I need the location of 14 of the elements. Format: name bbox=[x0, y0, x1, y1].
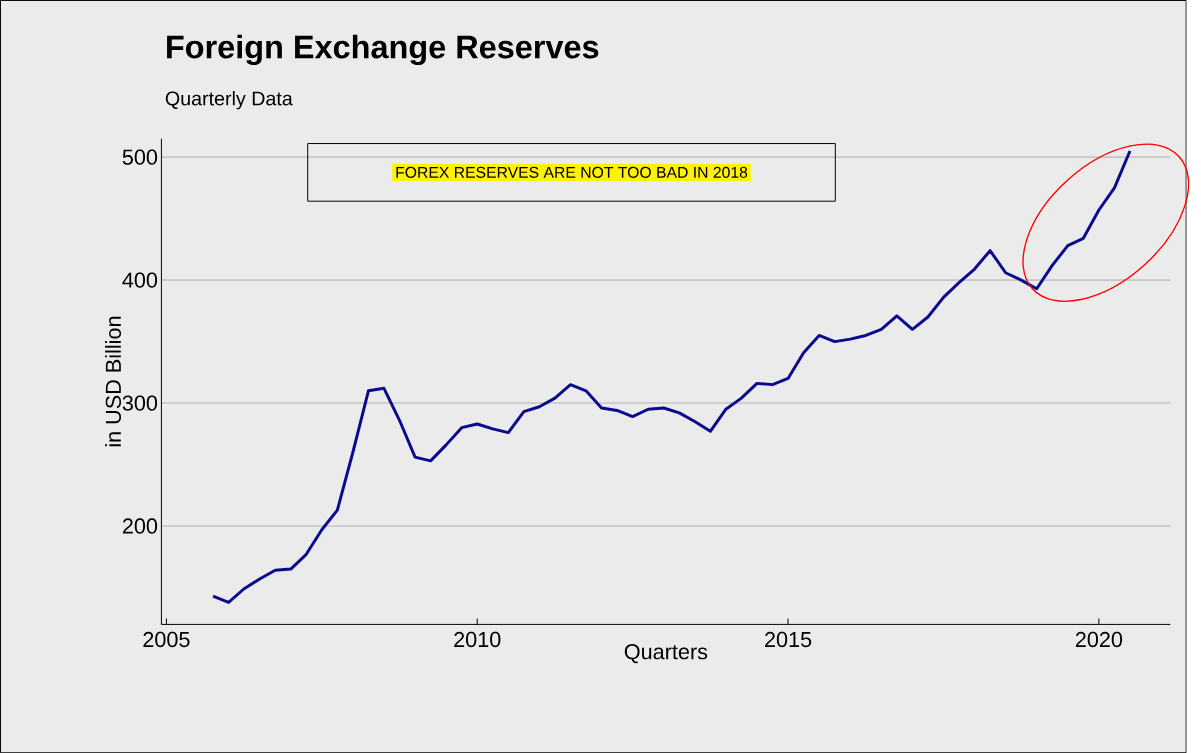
y-tick-label: 300 bbox=[122, 395, 158, 411]
x-tick-label: 2020 bbox=[1075, 631, 1123, 648]
y-tick-label: 400 bbox=[122, 272, 158, 288]
y-tick-label: 500 bbox=[122, 149, 158, 165]
y-axis-title: in USD Billion bbox=[105, 316, 122, 447]
chart-title: Foreign Exchange Reserves bbox=[167, 34, 599, 65]
chart-subtitle: Quarterly Data bbox=[165, 90, 293, 110]
annotation: FOREX RESERVES ARE NOT TOO BAD IN 2018 bbox=[396, 166, 748, 178]
x-tick-label: 2005 bbox=[143, 631, 190, 648]
x-axis-title: Quarters bbox=[624, 643, 708, 664]
y-tick-label: 200 bbox=[122, 518, 158, 534]
x-tick-label: 2015 bbox=[765, 631, 812, 648]
x-tick-label: 2010 bbox=[454, 631, 501, 648]
line-series bbox=[211, 149, 1132, 604]
